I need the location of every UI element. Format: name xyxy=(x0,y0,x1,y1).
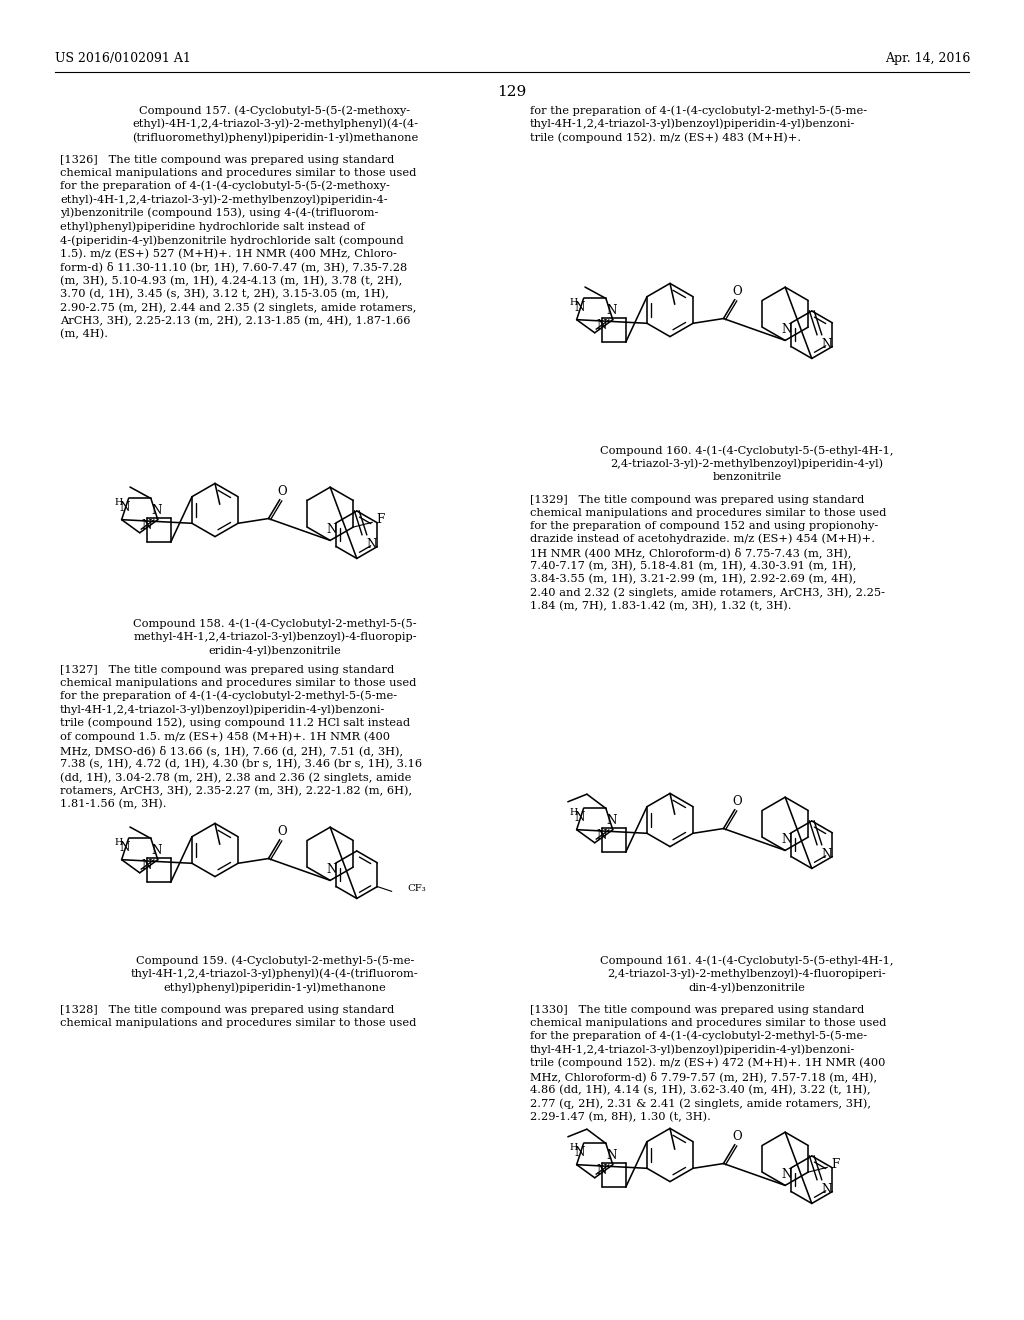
Text: for the preparation of 4-(1-(4-cyclobutyl-2-methyl-5-(5-me-
thyl-4H-1,2,4-triazo: for the preparation of 4-(1-(4-cyclobuty… xyxy=(530,106,867,143)
Text: N: N xyxy=(782,323,793,337)
Text: N: N xyxy=(327,863,337,876)
Text: N: N xyxy=(596,1164,606,1176)
Text: [1330]   The title compound was prepared using standard
chemical manipulations a: [1330] The title compound was prepared u… xyxy=(530,1005,887,1122)
Text: N: N xyxy=(821,847,833,861)
Text: Compound 161. 4-(1-(4-Cyclobutyl-5-(5-ethyl-4H-1,
2,4-triazol-3-yl)-2-methylbenz: Compound 161. 4-(1-(4-Cyclobutyl-5-(5-et… xyxy=(600,954,894,993)
Text: N: N xyxy=(120,841,130,854)
Text: N: N xyxy=(821,1183,833,1196)
Text: N: N xyxy=(152,504,162,516)
Text: F: F xyxy=(831,1158,840,1171)
Text: N: N xyxy=(141,859,152,871)
Text: 129: 129 xyxy=(498,84,526,99)
Text: CF₃: CF₃ xyxy=(408,884,427,892)
Text: N: N xyxy=(574,301,585,314)
Text: [1329]   The title compound was prepared using standard
chemical manipulations a: [1329] The title compound was prepared u… xyxy=(530,495,887,611)
Text: [1326]   The title compound was prepared using standard
chemical manipulations a: [1326] The title compound was prepared u… xyxy=(60,154,417,339)
Text: O: O xyxy=(733,796,742,808)
Text: H: H xyxy=(115,838,123,846)
Text: O: O xyxy=(733,1130,742,1143)
Text: H: H xyxy=(115,498,123,507)
Text: N: N xyxy=(606,1148,617,1162)
Text: Compound 160. 4-(1-(4-Cyclobutyl-5-(5-ethyl-4H-1,
2,4-triazol-3-yl)-2-methylbenz: Compound 160. 4-(1-(4-Cyclobutyl-5-(5-et… xyxy=(600,445,894,482)
Text: N: N xyxy=(606,304,617,317)
Text: Compound 157. (4-Cyclobutyl-5-(5-(2-methoxy-
ethyl)-4H-1,2,4-triazol-3-yl)-2-met: Compound 157. (4-Cyclobutyl-5-(5-(2-meth… xyxy=(132,106,418,143)
Text: Compound 158. 4-(1-(4-Cyclobutyl-2-methyl-5-(5-
methyl-4H-1,2,4-triazol-3-yl)ben: Compound 158. 4-(1-(4-Cyclobutyl-2-methy… xyxy=(133,618,417,656)
Text: O: O xyxy=(733,285,742,298)
Text: H: H xyxy=(570,1143,579,1152)
Text: N: N xyxy=(120,502,130,515)
Text: F: F xyxy=(377,513,385,525)
Text: N: N xyxy=(367,537,377,550)
Text: H: H xyxy=(570,298,579,306)
Text: N: N xyxy=(606,813,617,826)
Text: O: O xyxy=(278,825,288,838)
Text: US 2016/0102091 A1: US 2016/0102091 A1 xyxy=(55,51,190,65)
Text: Apr. 14, 2016: Apr. 14, 2016 xyxy=(885,51,970,65)
Text: O: O xyxy=(278,486,288,499)
Text: N: N xyxy=(574,1147,585,1159)
Text: N: N xyxy=(327,524,337,536)
Text: N: N xyxy=(596,318,606,331)
Text: N: N xyxy=(821,338,833,351)
Text: Compound 159. (4-Cyclobutyl-2-methyl-5-(5-me-
thyl-4H-1,2,4-triazol-3-yl)phenyl): Compound 159. (4-Cyclobutyl-2-methyl-5-(… xyxy=(131,954,419,993)
Text: H: H xyxy=(570,808,579,817)
Text: N: N xyxy=(782,833,793,846)
Text: N: N xyxy=(152,843,162,857)
Text: N: N xyxy=(141,519,152,532)
Text: [1327]   The title compound was prepared using standard
chemical manipulations a: [1327] The title compound was prepared u… xyxy=(60,665,422,809)
Text: N: N xyxy=(596,829,606,842)
Text: N: N xyxy=(574,812,585,825)
Text: N: N xyxy=(782,1168,793,1181)
Text: [1328]   The title compound was prepared using standard
chemical manipulations a: [1328] The title compound was prepared u… xyxy=(60,1005,417,1028)
